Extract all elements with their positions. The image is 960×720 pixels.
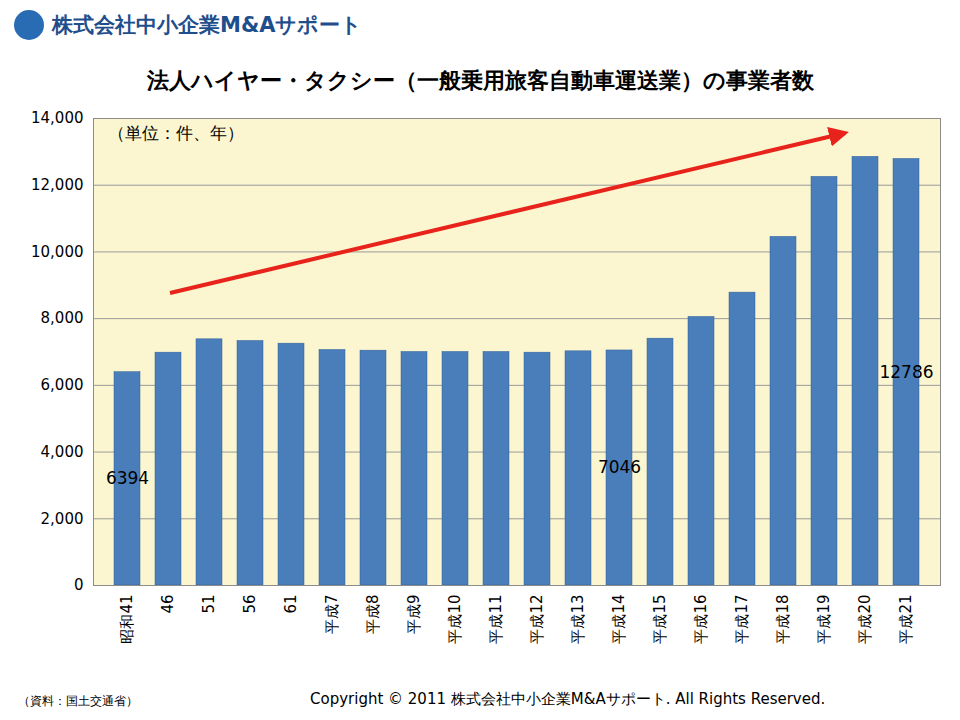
svg-text:平成7: 平成7 xyxy=(323,595,341,635)
svg-text:平成16: 平成16 xyxy=(692,595,710,644)
svg-text:6,000: 6,000 xyxy=(41,376,84,394)
svg-text:平成14: 平成14 xyxy=(610,595,628,644)
svg-text:平成15: 平成15 xyxy=(651,595,669,644)
svg-text:46: 46 xyxy=(159,595,177,614)
svg-text:平成12: 平成12 xyxy=(528,595,546,644)
svg-text:平成21: 平成21 xyxy=(897,595,915,644)
html-text:株式会社中小企業M&Aサポート: 株式会社中小企業M&Aサポート xyxy=(52,13,363,37)
svg-text:平成11: 平成11 xyxy=(487,595,505,644)
svg-text:10,000: 10,000 xyxy=(31,243,84,261)
svg-text:平成9: 平成9 xyxy=(405,595,423,635)
svg-text:56: 56 xyxy=(241,595,259,614)
html-text:Copyright © 2011 株式会社中小企業M&Aサポ: Copyright © 2011 株式会社中小企業M&Aサポート. All Ri… xyxy=(310,690,826,708)
svg-text:平成20: 平成20 xyxy=(856,595,874,644)
svg-text:14,000: 14,000 xyxy=(31,109,84,127)
html-text:（単位：件、年）: （単位：件、年） xyxy=(108,123,244,143)
svg-text:4,000: 4,000 xyxy=(41,443,84,461)
html-text:（資料：国土交通省）: （資料：国土交通省） xyxy=(18,694,138,708)
svg-text:61: 61 xyxy=(282,595,300,614)
svg-text:8,000: 8,000 xyxy=(41,309,84,327)
svg-text:平成17: 平成17 xyxy=(733,595,751,644)
svg-text:平成8: 平成8 xyxy=(364,595,382,635)
svg-text:6394: 6394 xyxy=(106,468,149,488)
svg-text:平成10: 平成10 xyxy=(446,595,464,644)
svg-text:平成19: 平成19 xyxy=(815,595,833,644)
svg-text:7046: 7046 xyxy=(598,457,641,477)
svg-text:12,000: 12,000 xyxy=(31,176,84,194)
svg-text:51: 51 xyxy=(200,595,218,614)
svg-text:平成18: 平成18 xyxy=(774,595,792,644)
svg-text:平成13: 平成13 xyxy=(569,595,587,644)
svg-text:12786: 12786 xyxy=(879,362,933,382)
html-text:法人ハイヤー・タクシー（一般乗用旅客自動車運送業）の事業者数: 法人ハイヤー・タクシー（一般乗用旅客自動車運送業）の事業者数 xyxy=(146,68,814,93)
svg-text:0: 0 xyxy=(74,576,84,594)
svg-text:2,000: 2,000 xyxy=(41,510,84,528)
svg-text:昭和41: 昭和41 xyxy=(118,595,136,644)
